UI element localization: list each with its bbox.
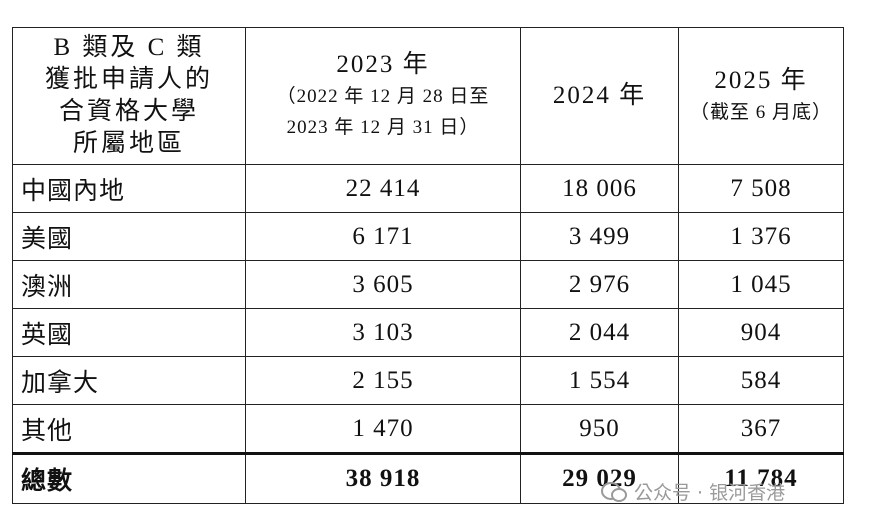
total-value: 11 784 [678, 452, 844, 504]
region-cell: 加拿大 [12, 356, 246, 405]
header-line: 2023 年 12 月 31 日） [286, 117, 480, 138]
region-cell: 其他 [12, 404, 246, 454]
value-cell: 2 976 [520, 260, 679, 309]
header-line: 2024 年 [552, 82, 647, 109]
value-cell: 1 376 [678, 212, 844, 261]
header-line: 2025 年 [714, 66, 808, 94]
data-row: 美國 6 171 3 499 1 376 [12, 212, 844, 261]
region-cell: 澳洲 [12, 260, 246, 309]
data-row: 其他 1 470 950 367 [12, 404, 844, 454]
value-cell: 1 045 [678, 260, 844, 309]
value-cell: 3 605 [245, 260, 521, 309]
header-line: （截至 6 月底） [689, 101, 832, 123]
watermark-icon [601, 481, 627, 502]
value-cell: 18 006 [520, 164, 679, 213]
total-value: 29 029 [520, 452, 679, 504]
region-cell: 英國 [12, 308, 246, 357]
value-cell: 3 103 [245, 308, 521, 357]
value-cell: 3 499 [520, 212, 679, 261]
header-line: 合資格大學 [58, 98, 199, 125]
value-cell: 22 414 [245, 164, 521, 213]
value-cell: 6 171 [245, 212, 521, 261]
header-line: 所屬地區 [72, 130, 185, 157]
watermark-text: 公众号 · 银河香港 [634, 482, 786, 504]
region-cell: 中國內地 [12, 164, 246, 213]
header-cell: 2025 年 （截至 6 月底） [678, 27, 844, 165]
value-cell: 2 155 [245, 356, 521, 405]
header-line: （2022 年 12 月 28 日至 [276, 86, 490, 107]
header-line: 2023 年 [336, 51, 430, 78]
watermark: 公众号 · 银河香港 [600, 478, 785, 505]
data-table: B 類及 C 類獲批申請人的 合資格大學所屬地區 2023 年 （2022 年 12 … [12, 27, 844, 504]
header-line: B 類及 C 類 [53, 34, 205, 61]
header-cell: 2023 年 （2022 年 12 月 28 日至 2023 年 12 月 31 日… [245, 27, 521, 165]
total-row: 總數 38 918 29 029 11 784 [12, 452, 844, 504]
header-line: 獲批申請人的 [44, 66, 213, 93]
header-cell: B 類及 C 類獲批申請人的 合資格大學所屬地區 [12, 27, 246, 165]
value-cell: 1 554 [520, 356, 679, 405]
value-cell: 1 470 [245, 404, 521, 454]
value-cell: 7 508 [678, 164, 844, 213]
total-label: 總數 [12, 452, 246, 504]
data-row: 加拿大 2 155 1 554 584 [12, 356, 844, 405]
value-cell: 367 [678, 404, 844, 454]
data-row: 英國 3 103 2 044 904 [12, 308, 844, 357]
value-cell: 950 [520, 404, 679, 454]
total-value: 38 918 [245, 452, 521, 504]
header-row: B 類及 C 類獲批申請人的 合資格大學所屬地區 2023 年 （2022 年 12 … [12, 27, 844, 165]
data-row: 澳洲 3 605 2 976 1 045 [12, 260, 844, 309]
value-cell: 2 044 [520, 308, 679, 357]
header-cell: 2024 年 [520, 27, 679, 165]
value-cell: 584 [678, 356, 844, 405]
data-row: 中國內地 22 414 18 006 7 508 [12, 164, 844, 213]
value-cell: 904 [678, 308, 844, 357]
region-cell: 美國 [12, 212, 246, 261]
